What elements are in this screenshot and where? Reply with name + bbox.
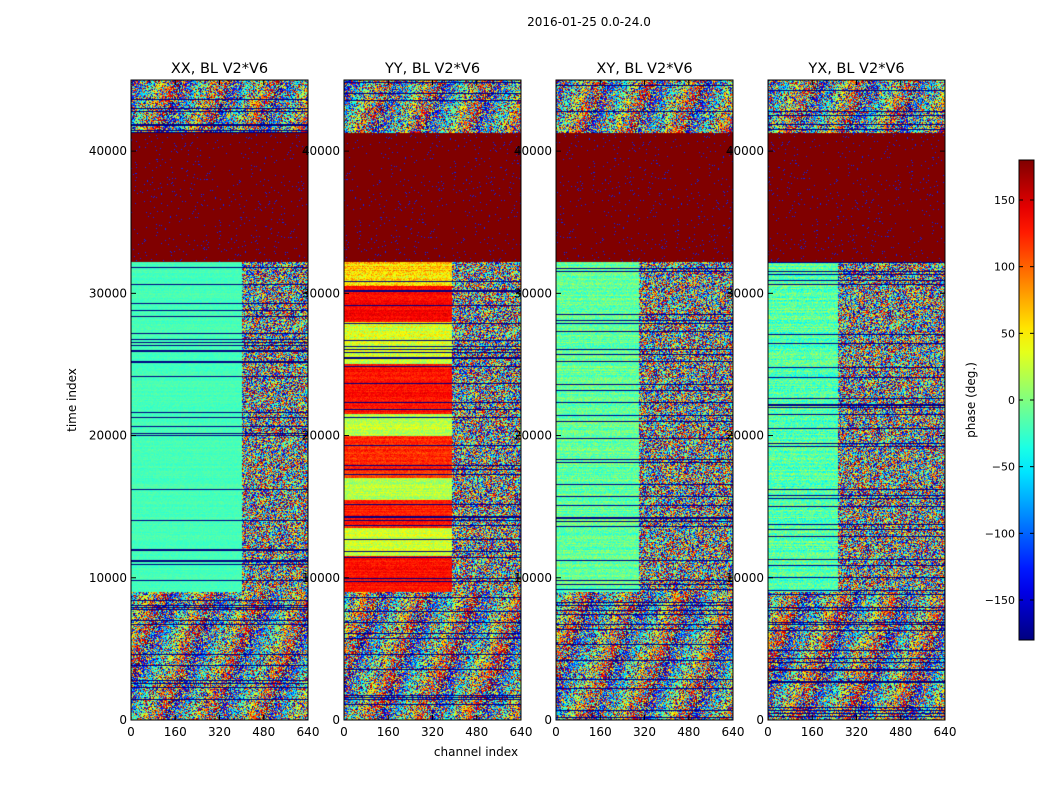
colorbar: 150 100 50 0 −50 −100 −150 phase (deg.)	[964, 159, 1035, 641]
colorbar-tick-label-4: −50	[992, 461, 1015, 474]
colorbar-tick-label-5: −100	[985, 527, 1015, 540]
x-tick-label-1-2: 320	[421, 725, 444, 739]
x-tick-label-2-4: 640	[722, 725, 745, 739]
figure-suptitle: 2016-01-25 0.0-24.0	[527, 15, 651, 29]
x-tick-label-2-1: 160	[589, 725, 612, 739]
y-tick-label-2-3: 30000	[514, 286, 552, 300]
x-tick-label-1-1: 160	[377, 725, 400, 739]
y-tick-label-2-1: 10000	[514, 571, 552, 585]
y-tick-label-2-0: 0	[544, 713, 552, 727]
x-tick-label-2-0: 0	[552, 725, 560, 739]
x-tick-label-1-4: 640	[510, 725, 533, 739]
y-tick-label-1-3: 30000	[302, 286, 340, 300]
y-tick-label-0-3: 30000	[89, 286, 127, 300]
x-tick-label-2-3: 480	[677, 725, 700, 739]
y-tick-label-1-0: 0	[332, 713, 340, 727]
y-tick-label-3-4: 40000	[726, 144, 764, 158]
y-tick-label-1-1: 10000	[302, 571, 340, 585]
x-tick-label-1-3: 480	[465, 725, 488, 739]
x-tick-label-2-2: 320	[633, 725, 656, 739]
y-tick-label-1-4: 40000	[302, 144, 340, 158]
y-tick-label-0-0: 0	[119, 713, 127, 727]
x-tick-label-3-2: 320	[845, 725, 868, 739]
panel-image-3	[768, 80, 945, 720]
x-tick-label-0-4: 640	[297, 725, 320, 739]
y-tick-label-0-1: 10000	[89, 571, 127, 585]
panel-image-0	[131, 80, 308, 720]
panels: XX, BL V2*V6 0 160 320 480 640 0 10000 20000 3000…	[89, 61, 957, 739]
panel-image-1	[344, 80, 521, 720]
x-tick-label-3-4: 640	[934, 725, 957, 739]
colorbar-tick-label-2: 50	[1001, 327, 1015, 340]
colorbar-tick-label-3: 0	[1008, 394, 1015, 407]
colorbar-label: phase (deg.)	[964, 362, 978, 438]
x-tick-label-0-0: 0	[127, 725, 135, 739]
x-tick-label-1-0: 0	[340, 725, 348, 739]
panel-3: YX, BL V2*V6 0 160 320 480 640 0 10000 20000 3000…	[726, 61, 957, 739]
colorbar-tick-label-6: −150	[985, 594, 1015, 607]
y-tick-label-3-2: 20000	[726, 429, 764, 443]
panel-1: YY, BL V2*V6 0 160 320 480 640 0 10000 20000 3000…	[302, 61, 533, 739]
x-tick-label-3-0: 0	[764, 725, 772, 739]
y-tick-label-3-3: 30000	[726, 286, 764, 300]
panel-title-0: XX, BL V2*V6	[171, 61, 268, 77]
y-tick-label-2-2: 20000	[514, 429, 552, 443]
y-tick-label-3-0: 0	[756, 713, 764, 727]
y-axis-label: time index	[65, 368, 79, 432]
y-tick-label-1-2: 20000	[302, 429, 340, 443]
x-tick-label-0-3: 480	[252, 725, 275, 739]
x-tick-label-0-2: 320	[208, 725, 231, 739]
panel-title-3: YX, BL V2*V6	[807, 61, 904, 77]
y-tick-label-2-4: 40000	[514, 144, 552, 158]
x-tick-label-0-1: 160	[164, 725, 187, 739]
y-tick-label-0-4: 40000	[89, 144, 127, 158]
colorbar-tick-label-0: 150	[994, 194, 1015, 207]
x-tick-label-3-1: 160	[801, 725, 824, 739]
x-axis-label: channel index	[434, 745, 518, 759]
panel-0: XX, BL V2*V6 0 160 320 480 640 0 10000 20000 3000…	[89, 61, 320, 739]
panel-title-1: YY, BL V2*V6	[384, 61, 480, 77]
panel-2: XY, BL V2*V6 0 160 320 480 640 0 10000 20000 3000…	[514, 61, 745, 739]
colorbar-tick-label-1: 100	[994, 261, 1015, 274]
panel-title-2: XY, BL V2*V6	[596, 61, 692, 77]
y-tick-label-0-2: 20000	[89, 429, 127, 443]
panel-image-2	[556, 80, 733, 720]
y-tick-label-3-1: 10000	[726, 571, 764, 585]
x-tick-label-3-3: 480	[889, 725, 912, 739]
